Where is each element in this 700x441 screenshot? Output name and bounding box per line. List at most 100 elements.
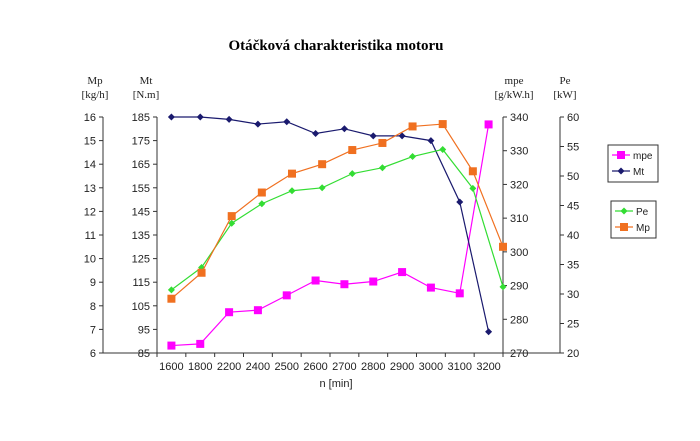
x-tick-label: 3100: [448, 361, 472, 373]
x-tick-label: 2200: [217, 361, 241, 373]
Mp-data-point: [318, 160, 327, 169]
Mt-data-point: [196, 113, 204, 121]
Mp-data-point: [167, 294, 176, 303]
x-tick-label: 1600: [159, 361, 183, 373]
mpe-data-point: [225, 308, 234, 317]
Mt-tick-label: 135: [132, 230, 150, 242]
Mt-data-point: [456, 198, 464, 206]
Mt-tick-label: 185: [132, 112, 150, 124]
Pe-axis-title: [kW]: [553, 89, 576, 101]
legend-label-Mt: Mt: [633, 167, 644, 178]
Mp-axis-title: [kg/h]: [82, 89, 109, 101]
Mt-data-point: [398, 132, 406, 140]
legend-marker-Pe: [620, 207, 628, 215]
Pe-axis-title: Pe: [560, 75, 571, 87]
Mp-tick-label: 15: [84, 136, 96, 148]
Mp-tick-label: 14: [84, 159, 96, 171]
Mt-tick-label: 95: [138, 324, 150, 336]
legend-label-Pe: Pe: [636, 207, 649, 218]
x-tick-label: 2900: [390, 361, 414, 373]
mpe-data-point: [253, 306, 262, 315]
Mp-series-line: [171, 123, 504, 300]
x-tick-label: 3200: [476, 361, 500, 373]
Mp-data-point: [468, 167, 477, 176]
Mp-tick-label: 8: [90, 301, 96, 313]
Pe-data-point: [288, 187, 296, 195]
mpe-tick-label: 320: [510, 179, 528, 191]
Pe-data-point: [318, 184, 326, 192]
x-tick-label: 3000: [419, 361, 443, 373]
x-tick-label: 2600: [303, 361, 327, 373]
Pe-tick-label: 25: [567, 319, 579, 331]
x-tick-label: 2800: [361, 361, 385, 373]
Mp-data-point: [438, 120, 447, 129]
x-tick-label: 2400: [246, 361, 270, 373]
mpe-data-point: [311, 276, 320, 285]
Mt-tick-label: 165: [132, 159, 150, 171]
Mt-data-point: [283, 118, 291, 126]
Mt-tick-label: 155: [132, 183, 150, 195]
Mt-tick-label: 115: [132, 277, 150, 289]
x-tick-label: 1800: [188, 361, 212, 373]
Mp-data-point: [378, 138, 387, 147]
Mp-data-point: [348, 146, 357, 155]
Mp-data-point: [408, 122, 417, 131]
x-tick-label: 2500: [275, 361, 299, 373]
Mt-tick-label: 145: [132, 206, 150, 218]
legend-label-Mp: Mp: [636, 223, 650, 234]
mpe-data-point: [426, 283, 435, 292]
Mp-data-point: [287, 169, 296, 178]
mpe-tick-label: 290: [510, 281, 528, 293]
mpe-data-point: [196, 339, 205, 348]
Pe-series-line: [171, 148, 504, 291]
Pe-data-point: [228, 219, 236, 227]
legend-marker-Mt: [617, 167, 625, 175]
Mt-tick-label: 105: [132, 301, 150, 313]
mpe-axis-title: mpe: [505, 75, 524, 87]
Mp-tick-label: 11: [85, 230, 96, 242]
Pe-tick-label: 55: [567, 142, 579, 154]
mpe-data-point: [340, 280, 349, 289]
mpe-tick-label: 270: [510, 348, 528, 360]
Mp-tick-label: 7: [90, 324, 96, 336]
Mt-tick-label: 175: [132, 136, 150, 148]
Pe-data-point: [499, 283, 507, 291]
Mp-tick-label: 12: [84, 206, 96, 218]
Mt-data-point: [427, 137, 435, 145]
Mp-tick-label: 16: [84, 112, 96, 124]
mpe-data-point: [455, 289, 464, 298]
Mp-data-point: [499, 242, 507, 251]
Mp-tick-label: 10: [84, 254, 96, 266]
mpe-axis-title: [g/kW.h]: [494, 89, 533, 101]
Pe-data-point: [378, 164, 386, 172]
Pe-data-point: [469, 184, 477, 192]
Mt-tick-label: 125: [132, 254, 150, 266]
Pe-data-point: [258, 200, 266, 208]
chart-title: Otáčková charakteristika motoru: [229, 38, 444, 54]
x-axis-label: n [min]: [319, 378, 352, 390]
Pe-tick-label: 20: [567, 348, 579, 360]
Mp-tick-label: 6: [90, 348, 96, 360]
Mt-tick-label: 85: [138, 348, 150, 360]
x-tick-label: 2700: [332, 361, 356, 373]
Pe-tick-label: 50: [567, 171, 579, 183]
Pe-tick-label: 40: [567, 230, 579, 242]
Pe-tick-label: 35: [567, 260, 579, 272]
mpe-tick-label: 310: [510, 213, 528, 225]
Pe-data-point: [439, 145, 447, 153]
mpe-tick-label: 330: [510, 146, 528, 158]
Pe-data-point: [167, 286, 175, 294]
legend-marker-Mp: [620, 223, 628, 231]
mpe-tick-label: 300: [510, 247, 528, 259]
mpe-data-point: [167, 341, 176, 350]
Mt-axis-title: Mt: [140, 75, 153, 87]
Mp-axis-title: Mp: [87, 75, 103, 87]
legend-box: [610, 200, 657, 239]
mpe-data-point: [369, 277, 378, 286]
Mt-data-point: [225, 115, 233, 123]
Pe-data-point: [348, 170, 356, 178]
Mt-data-point: [485, 328, 493, 336]
Mt-data-point: [312, 130, 320, 138]
Mp-data-point: [227, 212, 236, 221]
mpe-series-line: [171, 124, 490, 347]
